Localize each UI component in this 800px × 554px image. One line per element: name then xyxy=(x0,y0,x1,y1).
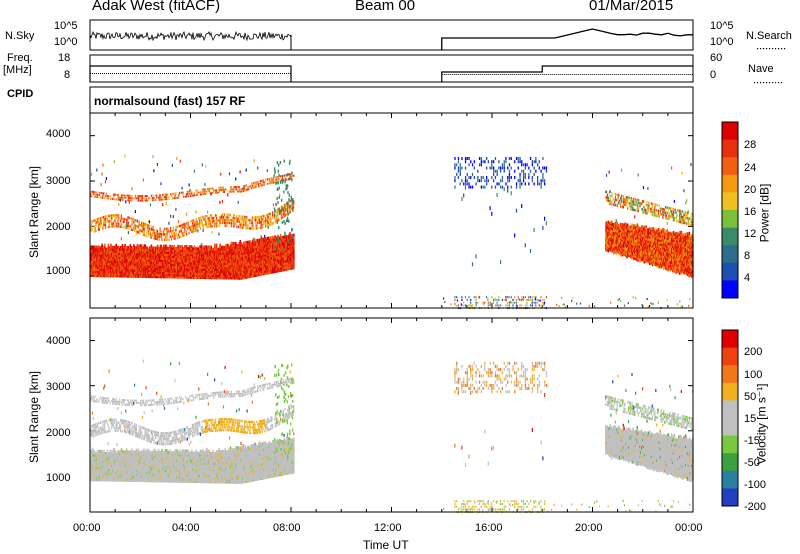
velocity-colorbar-seg-5 xyxy=(722,418,738,437)
velocity-colorbar-seg-3 xyxy=(722,382,738,401)
freq-box xyxy=(89,54,694,83)
velocity-ytick-1000: 1000 xyxy=(46,472,71,484)
power-cbar-label: Power [dB] xyxy=(757,183,772,243)
velocity-panel xyxy=(89,317,694,513)
nsky-label: N.Sky xyxy=(5,30,35,42)
xtick-6: 00:00 xyxy=(675,522,703,534)
velocity-colorbar-seg-7 xyxy=(722,453,738,472)
radar-title: Adak West (fitACF) xyxy=(92,0,221,14)
velocity-ytick-2000: 2000 xyxy=(46,427,71,439)
velocity-ylabel: Slant Range [km] xyxy=(27,370,42,464)
power-ytick-1000: 1000 xyxy=(46,265,71,277)
cpid-value: normalsound (fast) 157 RF xyxy=(94,94,246,108)
nsearch-trace xyxy=(441,28,693,50)
power-colorbar-seg-2 xyxy=(722,157,738,176)
nsearch-label: N.Search xyxy=(746,30,792,42)
velocity-cbar-tick-3: 15 xyxy=(744,413,757,425)
velocity-colorbar-seg-6 xyxy=(722,435,738,454)
velocity-cbar-tick-1: 100 xyxy=(744,369,763,381)
power-cbar-tick-2: 20 xyxy=(744,184,757,196)
beam-title: Beam 00 xyxy=(355,0,416,14)
freq-tick-top: 18 xyxy=(58,52,71,64)
xtick-2: 08:00 xyxy=(273,522,301,534)
power-colorbar-seg-8 xyxy=(722,262,738,281)
nave-label: Nave xyxy=(748,63,774,75)
velocity-ytick-3000: 3000 xyxy=(46,381,71,393)
xtick-1: 04:00 xyxy=(172,522,200,534)
power-ytick-3000: 3000 xyxy=(46,175,71,187)
xtick-3: 12:00 xyxy=(374,522,402,534)
power-cbar-tick-4: 12 xyxy=(744,228,757,240)
nsearch-tick-top: 10^5 xyxy=(710,20,734,32)
power-cbar-tick-3: 16 xyxy=(744,206,757,218)
velocity-cbar-tick-4: -15 xyxy=(744,435,760,447)
power-colorbar-seg-7 xyxy=(722,245,738,264)
power-colorbar-seg-3 xyxy=(722,174,738,193)
nsky-box xyxy=(89,19,694,51)
power-cbar-tick-6: 4 xyxy=(744,272,751,284)
velocity-colorbar-seg-1 xyxy=(722,347,738,366)
power-panel xyxy=(89,112,694,309)
cpid-box xyxy=(89,86,694,114)
power-cbar-tick-5: 8 xyxy=(744,250,751,262)
x-axis-label: Time UT xyxy=(363,538,409,552)
velocity-colorbar-seg-8 xyxy=(722,470,738,489)
velocity-colorbar-seg-9 xyxy=(722,488,738,507)
power-colorbar-seg-0 xyxy=(722,122,738,141)
freq-tick-bottom: 8 xyxy=(64,69,71,81)
freq-trace-2 xyxy=(441,65,693,82)
power-colorbar-seg-9 xyxy=(722,280,738,299)
velocity-ytick-4000: 4000 xyxy=(46,335,71,347)
power-colorbar xyxy=(721,121,739,299)
velocity-cbar-tick-5: -50 xyxy=(744,457,760,469)
power-colorbar-seg-4 xyxy=(722,192,738,211)
cpid-label: CPID xyxy=(7,88,34,100)
nsearch-tick-bottom: 10^0 xyxy=(710,36,734,48)
velocity-colorbar xyxy=(721,329,739,507)
xtick-5: 20:00 xyxy=(575,522,603,534)
velocity-colorbar-seg-4 xyxy=(722,400,738,419)
velocity-cbar-label: Velocity [m s⁻¹] xyxy=(754,383,769,465)
date-title: 01/Mar/2015 xyxy=(589,0,674,14)
velocity-cbar-tick-7: -200 xyxy=(744,501,767,513)
power-colorbar-seg-6 xyxy=(722,227,738,246)
velocity-cbar-tick-0: 200 xyxy=(744,346,763,358)
power-cbar-tick-0: 28 xyxy=(744,139,757,151)
velocity-colorbar-seg-0 xyxy=(722,330,738,349)
xtick-0: 00:00 xyxy=(73,522,101,534)
nave-tick-top: 60 xyxy=(710,52,723,64)
power-ylabel: Slant Range [km] xyxy=(27,165,42,259)
nsky-trace-1 xyxy=(89,30,292,42)
freq-unit: [MHz] xyxy=(3,64,32,76)
power-colorbar-seg-1 xyxy=(722,139,738,158)
xtick-4: 16:00 xyxy=(475,522,503,534)
power-ytick-2000: 2000 xyxy=(46,221,71,233)
velocity-cbar-tick-6: -100 xyxy=(744,479,767,491)
nave-tick-bottom: 0 xyxy=(710,69,717,81)
velocity-colorbar-seg-2 xyxy=(722,365,738,384)
power-ytick-4000: 4000 xyxy=(46,128,71,140)
freq-label: Freq. xyxy=(7,52,33,64)
nsky-tick-top: 10^5 xyxy=(54,20,78,32)
velocity-cbar-tick-2: 50 xyxy=(744,391,757,403)
nsky-tick-bottom: 10^0 xyxy=(54,36,78,48)
power-cbar-tick-1: 24 xyxy=(744,162,757,174)
power-colorbar-seg-5 xyxy=(722,210,738,229)
